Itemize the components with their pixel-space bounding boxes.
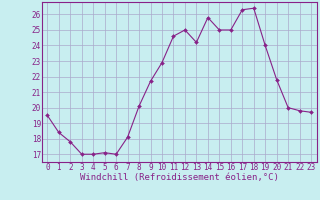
X-axis label: Windchill (Refroidissement éolien,°C): Windchill (Refroidissement éolien,°C) <box>80 173 279 182</box>
